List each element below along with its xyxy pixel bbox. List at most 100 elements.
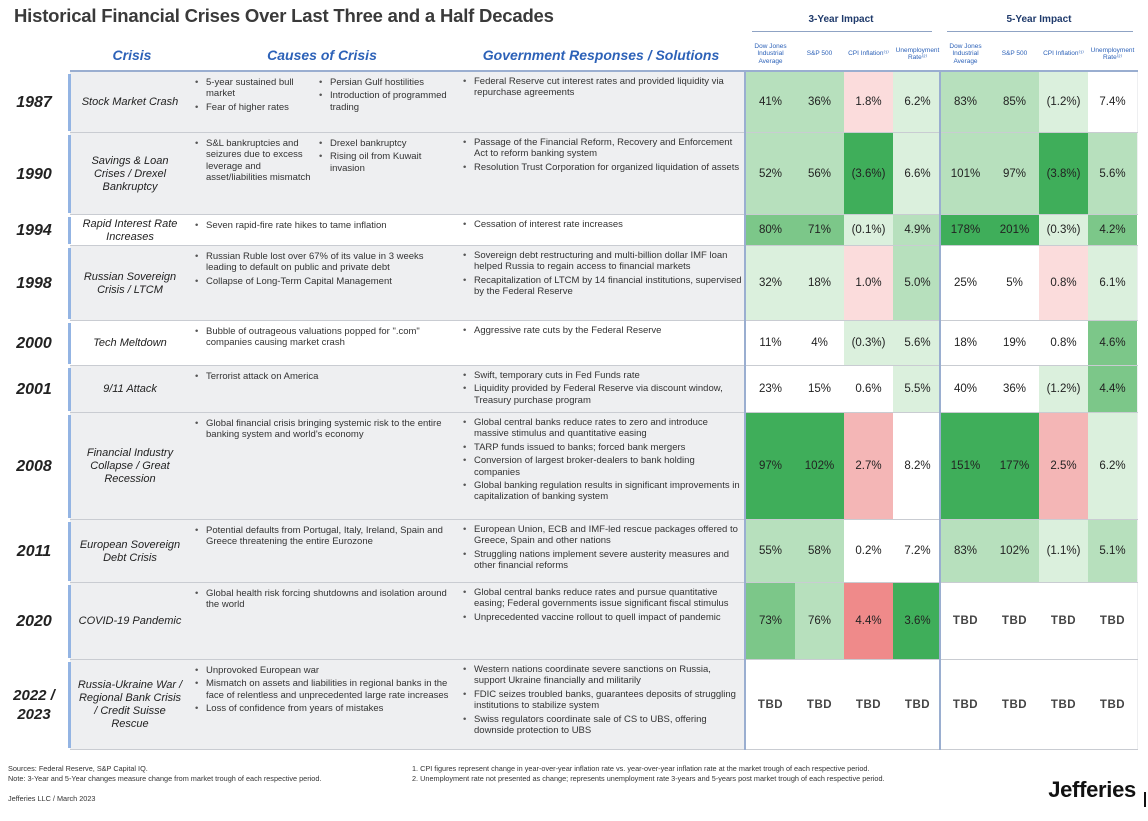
metric-cell-3yr-unemp: 4.9% xyxy=(893,215,942,245)
bullet-item: Loss of confidence from years of mistake… xyxy=(194,703,450,715)
causes-list-secondary: Persian Gulf hostilitiesIntroduction of … xyxy=(318,77,452,132)
metric-cell-3yr-unemp: 3.6% xyxy=(893,583,942,659)
metric-cell-3yr-unemp: 6.6% xyxy=(893,133,942,214)
metric-cell-3yr-dow: 41% xyxy=(746,72,795,132)
crisis-name: Stock Market Crash xyxy=(81,96,179,108)
footnote-1: 1. CPI figures represent change in year-… xyxy=(412,764,870,773)
row-divider xyxy=(70,214,1138,215)
metric-cell-5yr-unemp: 6.2% xyxy=(1088,413,1137,519)
responses-list: Swift, temporary cuts in Fed Funds rateL… xyxy=(462,370,742,412)
responses-list: Cessation of interest rate increases xyxy=(462,219,742,245)
causes-list: Unprovoked European warMismatch on asset… xyxy=(194,665,450,749)
bullet-item: Global financial crisis bringing systemi… xyxy=(194,418,450,441)
causes-list: S&L bankruptcies and seizures due to exc… xyxy=(194,138,312,214)
crisis-name: Russia-Ukraine War / Regional Bank Crisi… xyxy=(77,679,183,730)
crisis-name: Financial Industry Collapse / Great Rece… xyxy=(86,447,174,485)
page-title: Historical Financial Crises Over Last Th… xyxy=(14,5,554,26)
causes-list: Global health risk forcing shutdowns and… xyxy=(194,588,450,659)
metric-cell-3yr-unemp: 5.0% xyxy=(893,246,942,320)
crisis-name: Rapid Interest Rate Increases xyxy=(82,217,178,243)
metric-cell-5yr-unemp: 7.4% xyxy=(1088,72,1137,132)
header-3yr-sp: S&P 500 xyxy=(806,50,833,58)
row-year: 2008 xyxy=(16,458,52,475)
metric-cell-3yr-sp: TBD xyxy=(795,660,844,749)
responses-list: Global central banks reduce rates and pu… xyxy=(462,587,742,659)
row-accent xyxy=(68,368,71,411)
metric-cell-3yr-dow: 80% xyxy=(746,215,795,245)
metric-cell-3yr-sp: 56% xyxy=(795,133,844,214)
metric-cell-5yr-cpi: TBD xyxy=(1039,660,1088,749)
bullet-item: S&L bankruptcies and seizures due to exc… xyxy=(194,138,312,184)
metric-cell-3yr-cpi: (0.3%) xyxy=(844,321,893,365)
metric-cell-3yr-dow: 11% xyxy=(746,321,795,365)
metric-cell-5yr-cpi: 0.8% xyxy=(1039,246,1088,320)
row-accent xyxy=(68,74,71,131)
header-causes: Causes of Crisis xyxy=(267,47,377,63)
metric-cell-3yr-unemp: 7.2% xyxy=(893,520,942,582)
metric-cell-5yr-sp: 5% xyxy=(990,246,1039,320)
crisis-name: COVID-19 Pandemic xyxy=(78,615,182,627)
bullet-item: Struggling nations implement severe aust… xyxy=(462,549,742,572)
metric-cell-3yr-unemp: 8.2% xyxy=(893,413,942,519)
bullet-item: Western nations coordinate severe sancti… xyxy=(462,664,742,687)
row-divider xyxy=(70,582,1138,583)
header-3yr-dow: Dow Jones Industrial Average xyxy=(754,42,787,65)
metric-cell-5yr-dow: 178% xyxy=(941,215,990,245)
metric-cell-5yr-unemp: 4.6% xyxy=(1088,321,1137,365)
row-accent xyxy=(68,585,71,658)
five-year-impact-label: 5-Year Impact xyxy=(1006,14,1072,25)
bullet-item: TARP funds issued to banks; forced bank … xyxy=(462,442,742,454)
metric-cell-5yr-cpi: 0.8% xyxy=(1039,321,1088,365)
metric-cell-5yr-cpi: (3.8%) xyxy=(1039,133,1088,214)
crisis-name: European Sovereign Debt Crisis xyxy=(79,538,181,564)
header-5yr-cpi: CPI Inflation⁽¹⁾ xyxy=(1043,50,1084,58)
bullet-item: Global central banks reduce rates to zer… xyxy=(462,417,742,440)
metric-cell-5yr-sp: 19% xyxy=(990,321,1039,365)
metric-cell-3yr-dow: 32% xyxy=(746,246,795,320)
row-divider xyxy=(70,132,1138,133)
bullet-item: Unprecedented vaccine rollout to quell i… xyxy=(462,612,742,624)
metric-cell-5yr-cpi: (1.1%) xyxy=(1039,520,1088,582)
row-year: 2020 xyxy=(16,613,52,630)
metric-cell-3yr-dow: 73% xyxy=(746,583,795,659)
bullet-item: Seven rapid-fire rate hikes to tame infl… xyxy=(194,220,450,232)
bullet-item: Fear of higher rates xyxy=(194,102,312,114)
header-3yr-unemp: Unemployment Rate⁽²⁾ xyxy=(895,46,940,62)
row-year: 1987 xyxy=(16,94,52,111)
row-divider xyxy=(70,320,1138,321)
row-divider xyxy=(70,749,1138,750)
footer-credit: Jefferies LLC / March 2023 xyxy=(8,794,96,803)
metric-cell-3yr-sp: 76% xyxy=(795,583,844,659)
row-year: 2001 xyxy=(16,381,52,398)
footnote-2: 2. Unemployment rate not presented as ch… xyxy=(412,774,885,783)
metric-cell-5yr-sp: TBD xyxy=(990,660,1039,749)
metric-cell-3yr-sp: 15% xyxy=(795,366,844,412)
metric-cell-3yr-unemp: TBD xyxy=(893,660,942,749)
metric-cell-5yr-cpi: (0.3%) xyxy=(1039,215,1088,245)
metric-cell-3yr-unemp: 5.6% xyxy=(893,321,942,365)
responses-list: Federal Reserve cut interest rates and p… xyxy=(462,76,742,132)
crisis-name: Russian Sovereign Crisis / LTCM xyxy=(83,270,177,296)
metric-cell-3yr-sp: 71% xyxy=(795,215,844,245)
metric-cell-5yr-cpi: 2.5% xyxy=(1039,413,1088,519)
bullet-item: Global central banks reduce rates and pu… xyxy=(462,587,742,610)
metric-cell-3yr-dow: 97% xyxy=(746,413,795,519)
row-accent xyxy=(68,217,71,244)
causes-list: Russian Ruble lost over 67% of its value… xyxy=(194,251,450,320)
metric-cell-5yr-unemp: TBD xyxy=(1088,583,1137,659)
row-divider xyxy=(70,659,1138,660)
bullet-item: Sovereign debt restructuring and multi-b… xyxy=(462,250,742,273)
row-accent xyxy=(68,522,71,581)
metric-cell-3yr-cpi: 0.6% xyxy=(844,366,893,412)
bullet-item: Swift, temporary cuts in Fed Funds rate xyxy=(462,370,742,382)
responses-list: Sovereign debt restructuring and multi-b… xyxy=(462,250,742,320)
bullet-item: European Union, ECB and IMF-led rescue p… xyxy=(462,524,742,547)
metric-cell-5yr-sp: 97% xyxy=(990,133,1039,214)
metric-cell-5yr-sp: 201% xyxy=(990,215,1039,245)
three-year-impact-label: 3-Year Impact xyxy=(808,14,874,25)
causes-list: Potential defaults from Portugal, Italy,… xyxy=(194,525,450,582)
metric-cell-3yr-dow: TBD xyxy=(746,660,795,749)
row-divider xyxy=(70,412,1138,413)
crisis-name: Tech Meltdown xyxy=(93,337,167,349)
responses-list: Aggressive rate cuts by the Federal Rese… xyxy=(462,325,742,365)
